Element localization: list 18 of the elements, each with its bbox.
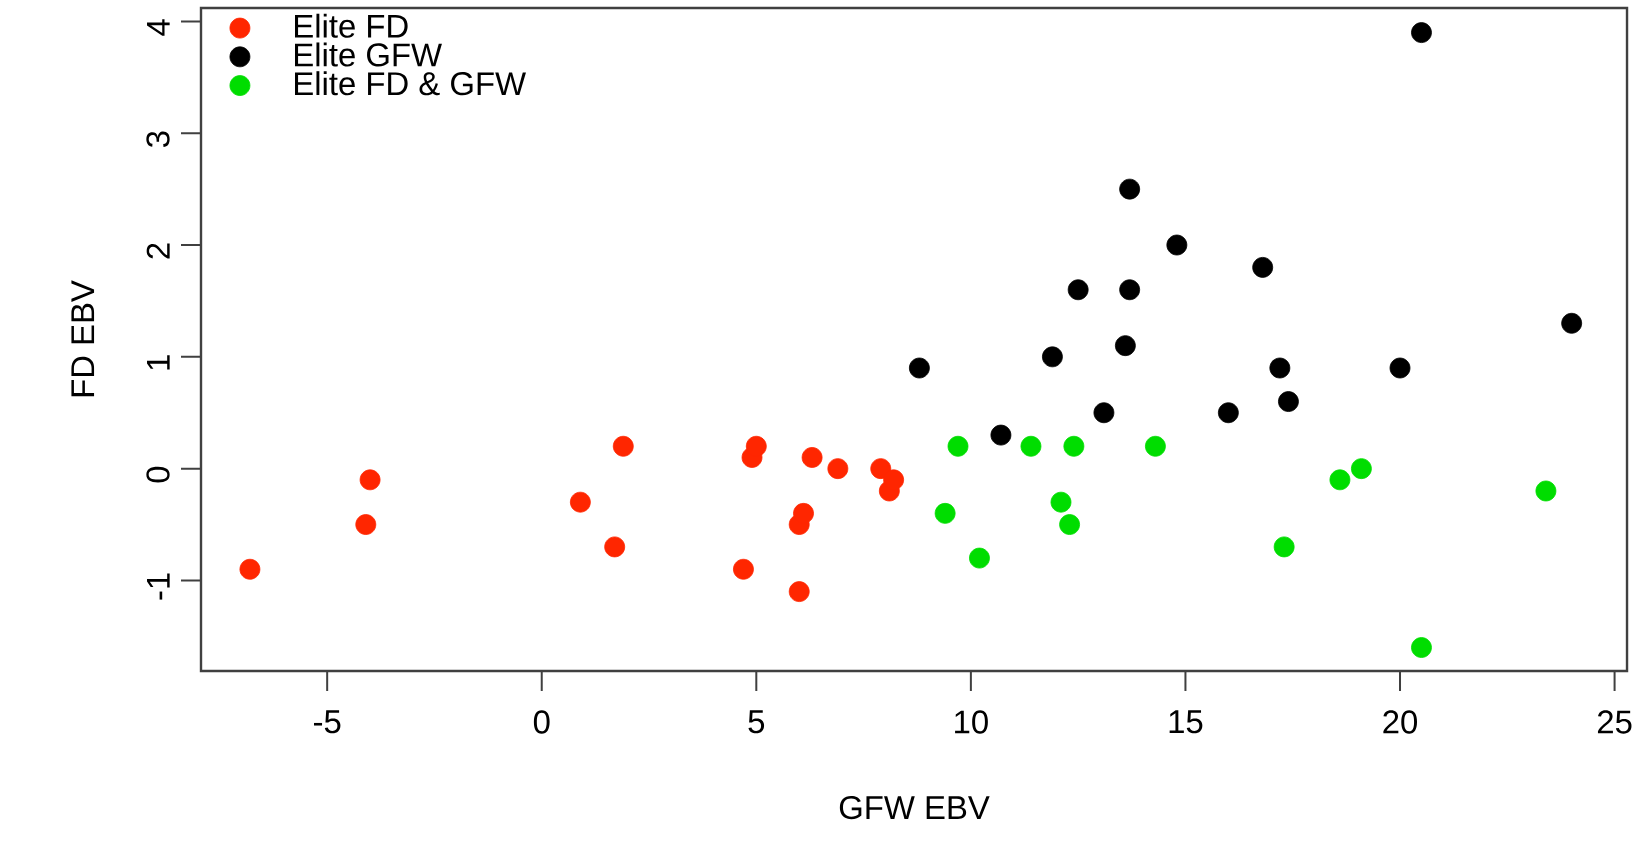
y-tick-label: 1 — [147, 355, 170, 370]
y-tick-label: 4 — [147, 19, 170, 36]
x-tick-label: 15 — [1169, 710, 1203, 734]
y-tick-label: 2 — [146, 243, 170, 259]
legend-label: Elite GFW — [295, 42, 442, 67]
x-tick-label: 25 — [1597, 710, 1632, 734]
x-tick-label: 10 — [955, 710, 988, 734]
x-tick-label: -5 — [314, 710, 341, 734]
y-tick-label: 3 — [146, 131, 170, 148]
y-tick-label: -1 — [147, 573, 170, 600]
x-tick-label: 0 — [533, 710, 550, 734]
x-axis-title: GFW EBV — [839, 795, 990, 820]
x-tick-label: 5 — [748, 710, 765, 734]
y-tick-label: 0 — [146, 466, 170, 483]
legend-label: Elite FD & GFW — [295, 71, 526, 96]
y-axis-title: FD EBV — [71, 280, 95, 397]
x-tick-label: 20 — [1383, 710, 1418, 734]
legend-label: Elite FD — [295, 13, 408, 38]
